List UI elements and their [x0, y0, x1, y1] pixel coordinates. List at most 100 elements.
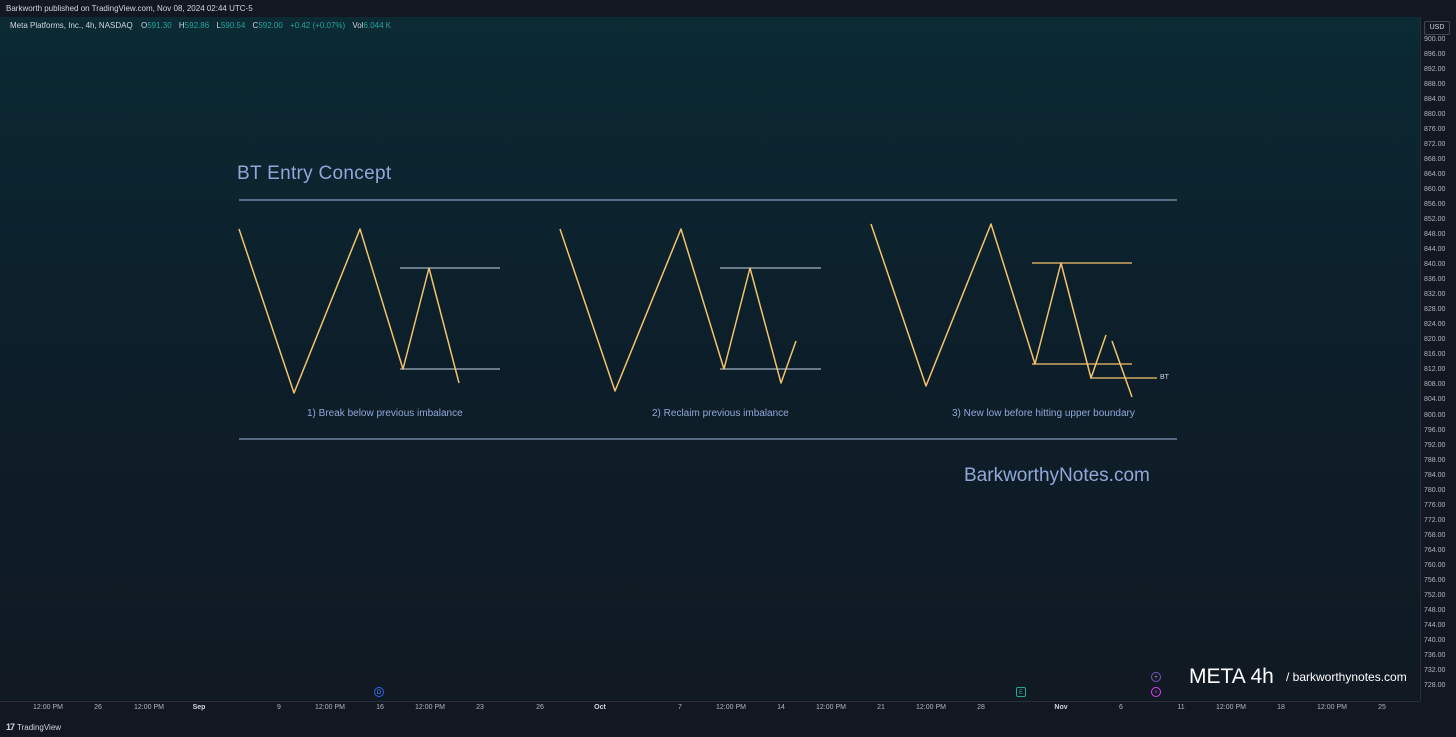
price-tick: 792.00 — [1424, 441, 1446, 449]
time-tick: 12:00 PM — [33, 704, 63, 711]
time-axis[interactable] — [0, 701, 1420, 717]
legend-ohlc: Meta Platforms, Inc., 4h, NASDAQ O591.30… — [10, 21, 396, 30]
price-tick: 736.00 — [1424, 651, 1446, 659]
time-tick: 16 — [376, 704, 384, 711]
price-tick: 872.00 — [1424, 141, 1446, 149]
legend-vol: 6.044 K — [363, 21, 392, 30]
chart-pane[interactable]: Meta Platforms, Inc., 4h, NASDAQ O591.30… — [0, 17, 1420, 701]
price-tick: 812.00 — [1424, 366, 1446, 374]
time-tick: 28 — [977, 704, 985, 711]
time-tick: 14 — [777, 704, 785, 711]
legend-close-label: C — [252, 21, 259, 30]
time-tick: 12:00 PM — [315, 704, 345, 711]
price-tick: 732.00 — [1424, 666, 1446, 674]
pattern1-zigzag — [238, 228, 460, 394]
currency-badge[interactable]: USD — [1424, 21, 1450, 35]
time-tick: 9 — [277, 704, 281, 711]
time-tick: 6 — [1119, 704, 1123, 711]
price-tick: 780.00 — [1424, 486, 1446, 494]
price-tick: 824.00 — [1424, 321, 1446, 329]
time-tick: 26 — [94, 704, 102, 711]
legend-high: 592.86 — [184, 21, 210, 30]
time-tick: 26 — [536, 704, 544, 711]
publish-header: Barkworth published on TradingView.com, … — [0, 0, 1456, 17]
time-tick: Sep — [192, 704, 206, 711]
watermark-symbol: META 4h — [1189, 665, 1274, 688]
tradingview-logo[interactable]: 17 TradingView — [6, 722, 61, 732]
price-tick: 876.00 — [1424, 126, 1446, 134]
watermark-site: / barkworthynotes.com — [1286, 670, 1407, 684]
price-tick: 848.00 — [1424, 231, 1446, 239]
price-tick: 788.00 — [1424, 456, 1446, 464]
time-tick: 21 — [877, 704, 885, 711]
price-tick: 832.00 — [1424, 291, 1446, 299]
price-tick: 740.00 — [1424, 636, 1446, 644]
price-tick: 728.00 — [1424, 681, 1446, 689]
dividend-marker[interactable]: D — [374, 687, 384, 697]
price-tick: 808.00 — [1424, 381, 1446, 389]
tradingview-logo-icon: 17 — [6, 722, 15, 732]
price-tick: 748.00 — [1424, 606, 1446, 614]
price-tick: 888.00 — [1424, 81, 1446, 89]
earnings-marker[interactable]: E — [1016, 687, 1026, 697]
plus-marker[interactable]: + — [1151, 672, 1161, 682]
legend-low-label: L — [216, 21, 221, 30]
time-tick: 12:00 PM — [716, 704, 746, 711]
price-tick: 820.00 — [1424, 336, 1446, 344]
price-tick: 880.00 — [1424, 111, 1446, 119]
time-tick: 18 — [1277, 704, 1285, 711]
price-tick: 868.00 — [1424, 156, 1446, 164]
price-tick: 844.00 — [1424, 246, 1446, 254]
time-tick: 12:00 PM — [1216, 704, 1246, 711]
price-tick: 760.00 — [1424, 561, 1446, 569]
footer-bar — [0, 716, 1456, 737]
price-axis[interactable] — [1420, 17, 1456, 701]
time-tick: 12:00 PM — [1317, 704, 1347, 711]
price-tick: 800.00 — [1424, 411, 1446, 419]
price-tick: 860.00 — [1424, 186, 1446, 194]
pattern2-zigzag — [559, 228, 797, 392]
price-tick: 772.00 — [1424, 516, 1446, 524]
time-tick: Oct — [594, 704, 606, 711]
legend-vol-label: Vol — [352, 21, 364, 30]
price-tick: 744.00 — [1424, 621, 1446, 629]
price-tick: 900.00 — [1424, 36, 1446, 43]
time-tick: 12:00 PM — [816, 704, 846, 711]
time-tick: 12:00 PM — [916, 704, 946, 711]
price-tick: 896.00 — [1424, 51, 1446, 59]
legend-high-label: H — [178, 21, 185, 30]
publish-info: Barkworth published on TradingView.com, … — [6, 4, 253, 13]
concept-title: BT Entry Concept — [237, 163, 392, 184]
price-tick: 884.00 — [1424, 96, 1446, 104]
time-tick: 25 — [1378, 704, 1386, 711]
bt-label: BT — [1160, 374, 1169, 381]
time-tick: 11 — [1177, 704, 1185, 711]
legend-change: +0.42 (+0.07%) — [290, 21, 346, 30]
legend-open: 591.30 — [147, 21, 172, 30]
price-tick: 796.00 — [1424, 426, 1446, 434]
price-tick: 756.00 — [1424, 576, 1446, 584]
price-tick: 816.00 — [1424, 351, 1446, 359]
price-tick: 804.00 — [1424, 396, 1446, 404]
time-tick: 7 — [678, 704, 682, 711]
legend-symbol[interactable]: Meta Platforms, Inc., 4h, NASDAQ — [10, 21, 133, 30]
site-text: BarkworthyNotes.com — [964, 465, 1150, 486]
price-tick: 768.00 — [1424, 531, 1446, 539]
legend-close: 592.00 — [258, 21, 283, 30]
time-tick: 12:00 PM — [134, 704, 164, 711]
price-tick: 852.00 — [1424, 216, 1446, 224]
caption-3: 3) New low before hitting upper boundary — [952, 408, 1135, 419]
price-tick: 752.00 — [1424, 591, 1446, 599]
time-tick: 23 — [476, 704, 484, 711]
legend-open-label: O — [140, 21, 148, 30]
price-tick: 892.00 — [1424, 66, 1446, 74]
split-marker[interactable]: ⚡ — [1151, 687, 1161, 697]
price-tick: 776.00 — [1424, 501, 1446, 509]
price-tick: 840.00 — [1424, 261, 1446, 269]
price-tick: 828.00 — [1424, 306, 1446, 314]
price-tick: 836.00 — [1424, 276, 1446, 284]
tradingview-brand: TradingView — [17, 722, 62, 732]
price-tick: 764.00 — [1424, 546, 1446, 554]
time-tick: 12:00 PM — [415, 704, 445, 711]
